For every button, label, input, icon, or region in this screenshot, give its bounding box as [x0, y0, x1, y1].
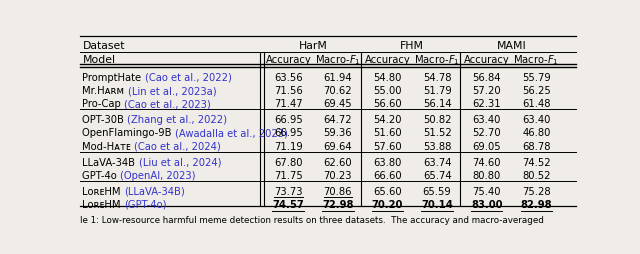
Text: 74.60: 74.60	[472, 157, 501, 167]
Text: 70.62: 70.62	[324, 86, 352, 96]
Text: (Cao et al., 2022): (Cao et al., 2022)	[145, 72, 232, 82]
Text: 83.00: 83.00	[471, 199, 502, 209]
Text: Accuracy: Accuracy	[365, 55, 410, 65]
Text: Accuracy: Accuracy	[266, 55, 311, 65]
Text: 51.79: 51.79	[423, 86, 451, 96]
Text: 46.80: 46.80	[522, 128, 550, 138]
Text: 62.31: 62.31	[472, 99, 501, 109]
Text: (Cao et al., 2023): (Cao et al., 2023)	[124, 99, 211, 109]
Text: 56.14: 56.14	[423, 99, 451, 109]
Text: 55.79: 55.79	[522, 72, 550, 82]
Text: Mod-Hᴀᴛᴇ: Mod-Hᴀᴛᴇ	[83, 141, 134, 151]
Text: 56.25: 56.25	[522, 86, 550, 96]
Text: (Lin et al., 2023a): (Lin et al., 2023a)	[127, 86, 216, 96]
Text: FHM: FHM	[401, 41, 424, 51]
Text: Accuracy: Accuracy	[464, 55, 509, 65]
Text: LᴏʀᴇHM: LᴏʀᴇHM	[83, 186, 124, 196]
Text: PromptHate: PromptHate	[83, 72, 145, 82]
Text: (GPT-4o): (GPT-4o)	[124, 199, 166, 209]
Text: 75.28: 75.28	[522, 186, 550, 196]
Text: 55.00: 55.00	[373, 86, 402, 96]
Text: GPT-4o: GPT-4o	[83, 170, 120, 180]
Text: (OpenAI, 2023): (OpenAI, 2023)	[120, 170, 196, 180]
Text: 50.82: 50.82	[423, 115, 451, 125]
Text: 63.40: 63.40	[472, 115, 501, 125]
Text: HarM: HarM	[299, 41, 328, 51]
Text: 59.36: 59.36	[324, 128, 352, 138]
Text: Model: Model	[83, 55, 115, 65]
Text: 70.14: 70.14	[421, 199, 453, 209]
Text: 74.57: 74.57	[273, 199, 304, 209]
Text: (Zhang et al., 2022): (Zhang et al., 2022)	[127, 115, 227, 125]
Text: 66.95: 66.95	[274, 128, 303, 138]
Text: 54.80: 54.80	[373, 72, 402, 82]
Text: Pro-Cap: Pro-Cap	[83, 99, 124, 109]
Text: MAMI: MAMI	[497, 41, 526, 51]
Text: 71.19: 71.19	[274, 141, 303, 151]
Text: 70.86: 70.86	[324, 186, 352, 196]
Text: 72.98: 72.98	[322, 199, 354, 209]
Text: Macro-$F_1$: Macro-$F_1$	[414, 53, 460, 67]
Text: 71.56: 71.56	[274, 86, 303, 96]
Text: (Liu et al., 2024): (Liu et al., 2024)	[139, 157, 221, 167]
Text: 70.23: 70.23	[324, 170, 352, 180]
Text: (LLaVA-34B): (LLaVA-34B)	[124, 186, 185, 196]
Text: 68.78: 68.78	[522, 141, 550, 151]
Text: OPT-30B: OPT-30B	[83, 115, 127, 125]
Text: 80.52: 80.52	[522, 170, 550, 180]
Text: LᴏʀᴇHM: LᴏʀᴇHM	[83, 199, 124, 209]
Text: 63.40: 63.40	[522, 115, 550, 125]
Text: (Awadalla et al., 2023): (Awadalla et al., 2023)	[175, 128, 288, 138]
Text: Dataset: Dataset	[83, 41, 125, 51]
Text: 63.80: 63.80	[373, 157, 402, 167]
Text: 65.60: 65.60	[373, 186, 402, 196]
Text: 51.60: 51.60	[373, 128, 402, 138]
Text: 57.20: 57.20	[472, 86, 501, 96]
Text: 61.48: 61.48	[522, 99, 550, 109]
Text: 67.80: 67.80	[274, 157, 303, 167]
Text: 51.52: 51.52	[423, 128, 451, 138]
Text: 80.80: 80.80	[472, 170, 501, 180]
Text: 54.20: 54.20	[373, 115, 402, 125]
Text: 65.74: 65.74	[423, 170, 451, 180]
Text: Mr.Hᴀʀᴍ: Mr.Hᴀʀᴍ	[83, 86, 127, 96]
Text: LLaVA-34B: LLaVA-34B	[83, 157, 139, 167]
Text: 54.78: 54.78	[423, 72, 451, 82]
Text: (Cao et al., 2024): (Cao et al., 2024)	[134, 141, 221, 151]
Text: 73.73: 73.73	[274, 186, 303, 196]
Text: Macro-$F_1$: Macro-$F_1$	[315, 53, 361, 67]
Text: 57.60: 57.60	[373, 141, 402, 151]
Text: 64.72: 64.72	[324, 115, 352, 125]
Text: 71.47: 71.47	[274, 99, 303, 109]
Text: 65.59: 65.59	[423, 186, 451, 196]
Text: 56.84: 56.84	[472, 72, 501, 82]
Text: 56.60: 56.60	[373, 99, 402, 109]
Text: 69.45: 69.45	[324, 99, 352, 109]
Text: Macro-$F_1$: Macro-$F_1$	[513, 53, 559, 67]
Text: OpenFlamingo-9B: OpenFlamingo-9B	[83, 128, 175, 138]
Text: 66.95: 66.95	[274, 115, 303, 125]
Text: 66.60: 66.60	[373, 170, 402, 180]
Text: le 1: Low-resource harmful meme detection results on three datasets.  The accura: le 1: Low-resource harmful meme detectio…	[80, 215, 544, 224]
Text: 70.20: 70.20	[372, 199, 403, 209]
Text: 63.74: 63.74	[423, 157, 451, 167]
Text: 75.40: 75.40	[472, 186, 501, 196]
Text: 53.88: 53.88	[423, 141, 451, 151]
Text: 52.70: 52.70	[472, 128, 501, 138]
Text: 69.05: 69.05	[472, 141, 501, 151]
Text: 82.98: 82.98	[520, 199, 552, 209]
Text: 63.56: 63.56	[274, 72, 303, 82]
Text: 71.75: 71.75	[274, 170, 303, 180]
Text: 74.52: 74.52	[522, 157, 550, 167]
Text: 62.60: 62.60	[324, 157, 352, 167]
Text: 69.64: 69.64	[324, 141, 352, 151]
Text: 61.94: 61.94	[324, 72, 352, 82]
